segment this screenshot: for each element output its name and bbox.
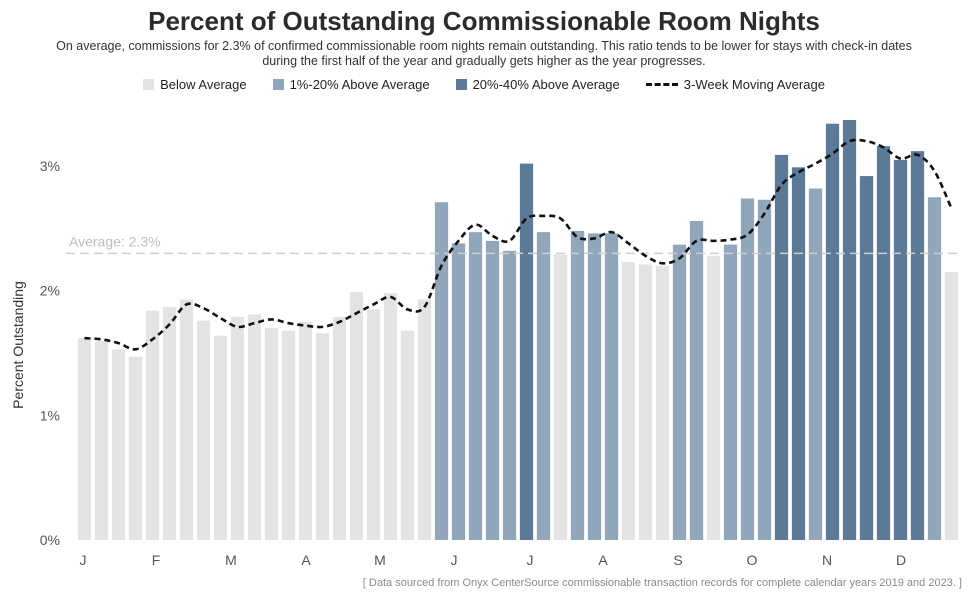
bar — [672, 244, 687, 540]
bar — [349, 291, 364, 540]
x-tick-label: S — [673, 552, 682, 568]
bar — [298, 321, 313, 540]
bar — [910, 151, 925, 540]
chart-legend: Below Average 1%-20% Above Average 20%-4… — [0, 77, 968, 92]
x-tick-label: J — [451, 552, 458, 568]
bar — [604, 233, 619, 541]
bar — [808, 188, 823, 541]
bar — [587, 233, 602, 541]
x-tick-label: D — [896, 552, 906, 568]
legend-label-20-40-above: 20%-40% Above Average — [472, 77, 620, 92]
x-tick-label: A — [301, 552, 311, 568]
bar — [366, 309, 381, 540]
bar — [485, 240, 500, 540]
bar — [417, 299, 432, 540]
bar — [332, 316, 347, 540]
bar — [553, 254, 568, 540]
legend-item-1-20-above: 1%-20% Above Average — [272, 77, 430, 92]
bar — [621, 262, 636, 540]
legend-swatch-20-40-above — [455, 79, 467, 90]
bar — [689, 220, 704, 540]
legend-item-below-average: Below Average — [143, 77, 247, 92]
bar — [944, 272, 959, 540]
bar — [230, 316, 245, 540]
chart-title: Percent of Outstanding Commissionable Ro… — [148, 6, 820, 36]
bar — [740, 198, 755, 541]
bar — [111, 349, 126, 540]
bar — [145, 310, 160, 540]
y-tick-label: 2% — [40, 283, 60, 299]
legend-item-20-40-above: 20%-40% Above Average — [455, 77, 620, 92]
bar — [893, 159, 908, 540]
x-tick-label: F — [152, 552, 161, 568]
legend-item-moving-average: 3-Week Moving Average — [645, 77, 825, 92]
bar — [536, 232, 551, 540]
bar — [196, 320, 211, 540]
bar — [247, 314, 262, 540]
bar — [94, 340, 109, 540]
bar — [502, 250, 517, 540]
y-tick-label: 3% — [40, 158, 60, 174]
bar — [570, 230, 585, 540]
bar — [451, 243, 466, 541]
bar — [842, 119, 857, 541]
bar — [281, 330, 296, 540]
x-tick-label: O — [747, 552, 758, 568]
x-tick-label: A — [598, 552, 608, 568]
bar — [638, 264, 653, 540]
bar — [825, 123, 840, 540]
x-tick-label: J — [80, 552, 87, 568]
bar — [859, 176, 874, 540]
average-label: Average: 2.3% — [69, 233, 161, 249]
y-axis-label: Percent Outstanding — [10, 281, 26, 409]
legend-label-moving-average: 3-Week Moving Average — [683, 77, 825, 92]
chart-subtitle: On average, commissions for 2.3% of conf… — [56, 39, 912, 68]
legend-swatch-below-average — [143, 79, 155, 90]
bar — [213, 335, 228, 540]
bar — [519, 163, 534, 540]
bar — [315, 333, 330, 540]
legend-dash-moving-average — [645, 83, 678, 86]
bar — [791, 167, 806, 541]
bar — [383, 293, 398, 540]
bar — [774, 154, 789, 540]
x-tick-label: M — [374, 552, 386, 568]
bar — [162, 306, 177, 540]
bar — [77, 338, 92, 540]
bar — [723, 244, 738, 540]
moving-average-line — [84, 138, 953, 351]
x-tick-label: J — [527, 552, 534, 568]
bar — [434, 202, 449, 541]
bar — [468, 232, 483, 540]
bar — [179, 299, 194, 540]
legend-label-1-20-above: 1%-20% Above Average — [289, 77, 430, 92]
x-tick-label: N — [822, 552, 832, 568]
legend-swatch-1-20-above — [272, 79, 284, 90]
bar — [757, 199, 772, 540]
bar — [655, 265, 670, 540]
bar — [128, 356, 143, 540]
legend-label-below-average: Below Average — [160, 77, 247, 92]
y-tick-label: 1% — [40, 407, 60, 423]
y-tick-label: 0% — [40, 532, 60, 548]
bar — [706, 255, 721, 540]
bar — [400, 330, 415, 540]
x-tick-label: M — [225, 552, 237, 568]
source-note: [ Data sourced from Onyx CenterSource co… — [362, 577, 962, 589]
bar — [264, 328, 279, 540]
bar — [876, 146, 891, 540]
bar — [927, 197, 942, 540]
